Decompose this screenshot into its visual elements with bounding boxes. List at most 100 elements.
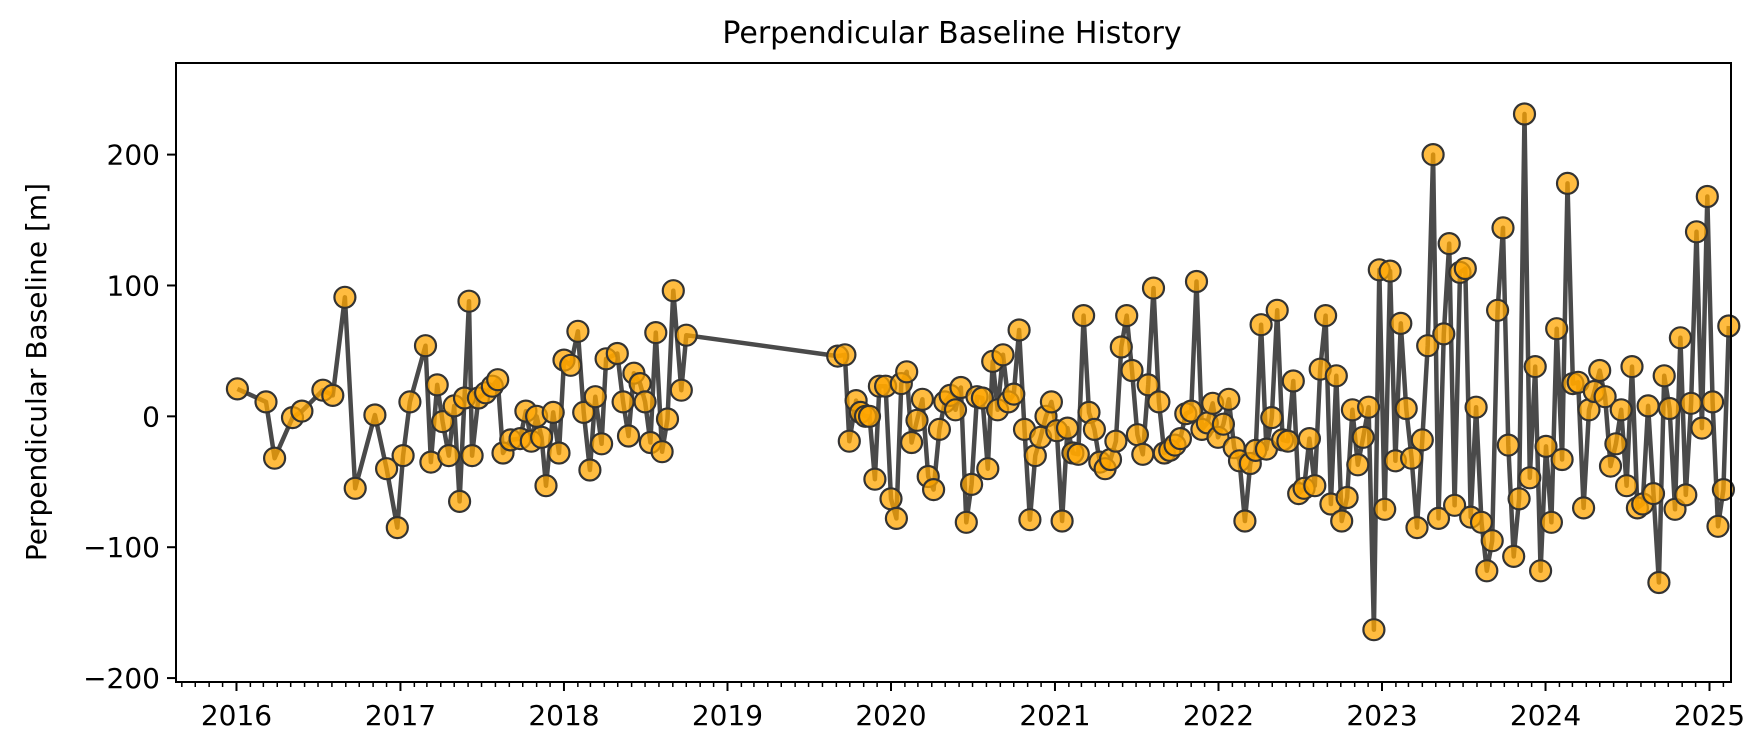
data-point <box>1636 394 1660 418</box>
y-tick-label: −100 <box>83 531 160 564</box>
data-point <box>633 390 657 414</box>
data-point <box>959 472 984 496</box>
data-point <box>1249 313 1273 337</box>
data-point <box>263 446 287 470</box>
data-point <box>1394 396 1418 421</box>
data-point <box>1609 398 1633 422</box>
data-point <box>431 410 455 434</box>
data-point <box>1652 364 1676 388</box>
data-point <box>1389 311 1413 335</box>
data-point <box>460 444 484 468</box>
data-point <box>1373 497 1397 521</box>
data-point <box>391 444 415 468</box>
data-point <box>254 390 278 414</box>
data-point <box>1453 256 1477 281</box>
data-point <box>1518 466 1542 490</box>
data-point <box>413 334 438 358</box>
data-point <box>398 390 422 414</box>
data-point <box>1007 318 1031 342</box>
data-point <box>605 341 629 366</box>
data-point <box>616 424 641 448</box>
data-point <box>837 429 861 453</box>
data-point <box>1356 395 1381 419</box>
data-point <box>1233 509 1257 533</box>
data-point <box>541 400 565 424</box>
data-point <box>1491 216 1515 240</box>
data-point <box>1281 369 1305 393</box>
data-point <box>650 440 674 464</box>
data-point <box>583 385 607 409</box>
data-point <box>1297 427 1322 451</box>
plot-frame <box>175 62 1732 683</box>
data-point <box>1066 442 1090 466</box>
data-point <box>1147 390 1171 414</box>
data-point <box>857 404 882 428</box>
data-point <box>661 279 685 303</box>
data-point <box>1690 416 1714 440</box>
data-point <box>1598 454 1623 478</box>
data-point <box>1115 304 1139 328</box>
data-point <box>910 387 935 411</box>
data-point <box>976 457 1000 481</box>
data-point <box>943 398 968 422</box>
data-point <box>1571 496 1596 520</box>
data-point <box>1265 298 1289 322</box>
data-point <box>1679 391 1703 415</box>
data-point <box>559 353 583 377</box>
data-point <box>1303 474 1327 498</box>
data-point <box>1593 385 1617 409</box>
data-point <box>833 343 857 367</box>
data-point <box>578 458 602 482</box>
data-point <box>1260 406 1284 430</box>
x-tick-label: 2019 <box>692 699 763 732</box>
data-point <box>225 377 249 401</box>
data-point <box>448 489 472 513</box>
y-tick-label: −200 <box>83 662 160 695</box>
data-point <box>1002 382 1026 406</box>
data-point <box>1464 395 1488 419</box>
data-point <box>1168 427 1193 451</box>
data-point <box>1179 399 1203 423</box>
x-tick-label: 2024 <box>1510 699 1581 732</box>
data-point <box>927 417 952 441</box>
data-point <box>1647 570 1671 595</box>
data-point <box>1507 487 1531 511</box>
data-series <box>225 102 1741 642</box>
y-tick-label: 100 <box>107 269 160 302</box>
data-point <box>1405 515 1429 540</box>
y-tick-label: 200 <box>107 139 160 172</box>
data-point <box>1109 335 1133 359</box>
data-point <box>1330 509 1354 533</box>
data-point <box>425 373 449 397</box>
data-point <box>1657 396 1682 421</box>
chart-title: Perpendicular Baseline History <box>722 16 1181 51</box>
data-point <box>1485 298 1510 322</box>
data-point <box>895 360 919 384</box>
data-point <box>1125 423 1150 447</box>
data-point <box>1362 618 1386 642</box>
data-point <box>1502 544 1526 569</box>
data-point <box>1378 259 1402 283</box>
data-point <box>1276 429 1300 453</box>
data-point <box>1512 102 1537 126</box>
data-point <box>457 289 481 313</box>
data-point <box>1324 364 1348 388</box>
data-point <box>1346 453 1370 477</box>
axes: 2016 2017 2018 2019 2020 2021 2022 2023 2024 2025… <box>83 139 1745 732</box>
data-point <box>1706 514 1730 538</box>
data-point <box>1055 416 1080 440</box>
y-tick-label: 0 <box>142 400 160 433</box>
x-tick-label: 2016 <box>201 699 272 732</box>
data-point <box>1120 358 1144 383</box>
data-point <box>1550 447 1574 472</box>
data-point <box>363 403 387 427</box>
data-point <box>437 444 461 468</box>
data-point <box>1442 493 1467 517</box>
data-point <box>611 390 635 414</box>
data-point <box>529 425 554 449</box>
data-point <box>1475 559 1499 583</box>
data-point <box>1184 269 1209 294</box>
data-point <box>921 478 946 502</box>
y-axis-label: Perpendicular Baseline [m] <box>20 183 53 561</box>
